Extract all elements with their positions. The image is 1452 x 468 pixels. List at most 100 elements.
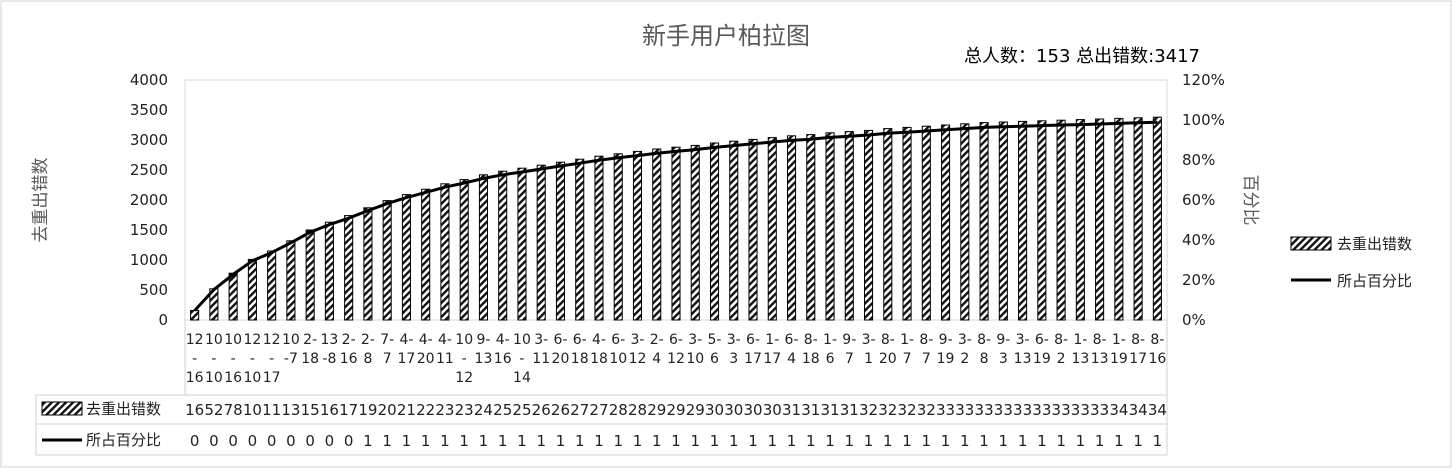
category-label: 7 [383, 351, 392, 367]
category-label: 3- [534, 332, 548, 348]
category-label: 2- [361, 332, 375, 348]
bar [998, 121, 1008, 321]
category-label: 6- [669, 332, 683, 348]
table-cell-bar-value: 29 [686, 401, 705, 419]
table-cell-percent-value: 1 [594, 432, 604, 450]
category-label: 3- [631, 332, 645, 348]
y-tick-label: 1500 [130, 221, 168, 239]
category-label: 13 [1014, 351, 1032, 367]
bar [555, 161, 566, 321]
category-label: 5- [708, 332, 722, 348]
category-label: 8- [1150, 332, 1164, 348]
category-label: 19 [1110, 351, 1128, 367]
category-label: 12 [263, 332, 281, 348]
category-label: 4 [787, 351, 796, 367]
bar [324, 221, 334, 321]
category-label: 10 [609, 351, 627, 367]
category-label: 4- [592, 332, 606, 348]
category-label: 20 [417, 351, 435, 367]
table-cell-bar-value: 32 [898, 401, 917, 419]
table-cell-bar-value: 33 [1013, 401, 1032, 419]
x-axis: 12-1610-1010-1612-1012-1710-72-1813-82-1… [186, 332, 1167, 386]
bar [575, 158, 585, 321]
table-cell-percent-value: 1 [999, 432, 1009, 450]
table-cell-bar-value: 19 [358, 401, 377, 419]
category-label: 2 [1057, 351, 1066, 367]
category-label: 17 [263, 370, 281, 386]
table-cell-percent-value: 1 [979, 432, 989, 450]
table-cell-bar-value: 34 [1148, 401, 1167, 419]
category-label: 13 [320, 332, 338, 348]
category-label: 10 [205, 332, 223, 348]
bar [960, 123, 970, 321]
y-tick-label: 1000 [130, 251, 168, 269]
y-tick-label: 2500 [130, 161, 168, 179]
table-cell-bar-value: 11 [262, 401, 281, 419]
table-cell-percent-value: 1 [922, 432, 932, 450]
y2-tick-label: 100% [1182, 111, 1225, 129]
table-cell-bar-value: 34 [1109, 401, 1128, 419]
category-label: 16 [1148, 351, 1166, 367]
table-cell-percent-value: 1 [941, 432, 951, 450]
table-cell-percent-value: 1 [710, 432, 720, 450]
category-label: 9- [842, 332, 856, 348]
bar [247, 258, 257, 321]
table-cell-bar-value: 29 [666, 401, 685, 419]
category-label: - [192, 351, 197, 367]
table-cell-percent-value: 0 [248, 432, 258, 450]
category-label: 8 [980, 351, 989, 367]
category-label: 3- [862, 332, 876, 348]
category-label: -8 [322, 351, 336, 367]
category-label: 9- [476, 332, 490, 348]
table-cell-bar-value: 13 [281, 401, 300, 419]
bar [979, 122, 989, 321]
table-cell-bar-value: 29 [647, 401, 666, 419]
category-label: 1- [1073, 332, 1087, 348]
category-label: 1- [765, 332, 779, 348]
table-cell-bar-value: 15 [301, 401, 320, 419]
category-label: 12 [667, 351, 685, 367]
table-cell-percent-value: 1 [517, 432, 527, 450]
category-label: 4- [419, 332, 433, 348]
bar [1018, 120, 1028, 321]
table-cell-bar-value: 22 [416, 401, 435, 419]
table-cell-bar-value: 31 [840, 401, 859, 419]
bar [921, 125, 931, 321]
bar [941, 124, 951, 321]
category-label: 13 [1091, 351, 1109, 367]
category-label: 13 [475, 351, 493, 367]
category-label: 8- [1093, 332, 1107, 348]
table-cell-percent-value: 1 [748, 432, 758, 450]
bar-series [190, 116, 1162, 321]
table-cell-bar-value: 30 [724, 401, 743, 419]
table-cell-bar-value: 23 [455, 401, 474, 419]
bar [806, 134, 816, 321]
bar [1075, 119, 1085, 321]
category-label: 19 [1033, 351, 1051, 367]
table-cell-bar-value: 16 [185, 401, 204, 419]
y2-tick-label: 20% [1182, 271, 1215, 289]
table-cell-percent-value: 1 [864, 432, 874, 450]
table-cell-bar-value: 16 [320, 401, 339, 419]
category-label: 10 [243, 370, 261, 386]
category-label: 6- [611, 332, 625, 348]
category-label: 17 [744, 351, 762, 367]
table-cell-bar-value: 34 [1129, 401, 1148, 419]
bar [729, 140, 739, 321]
category-label: 3- [958, 332, 972, 348]
category-label: 9- [996, 332, 1010, 348]
bar [344, 215, 354, 321]
table-cell-percent-value: 0 [267, 432, 277, 450]
table-cell-bar-value: 24 [474, 401, 493, 419]
line-series [193, 120, 1158, 312]
table-cell-bar-value: 20 [378, 401, 397, 419]
legend-line-label: 所占百分比 [1337, 272, 1412, 290]
table-cell-bar-value: 21 [397, 401, 416, 419]
category-label: 10 [282, 332, 300, 348]
table-cell-bar-value: 28 [628, 401, 647, 419]
table-cell-bar-value: 25 [512, 401, 531, 419]
bar [286, 240, 296, 321]
category-label: 6- [1035, 332, 1049, 348]
table-cell-bar-value: 33 [1052, 401, 1071, 419]
